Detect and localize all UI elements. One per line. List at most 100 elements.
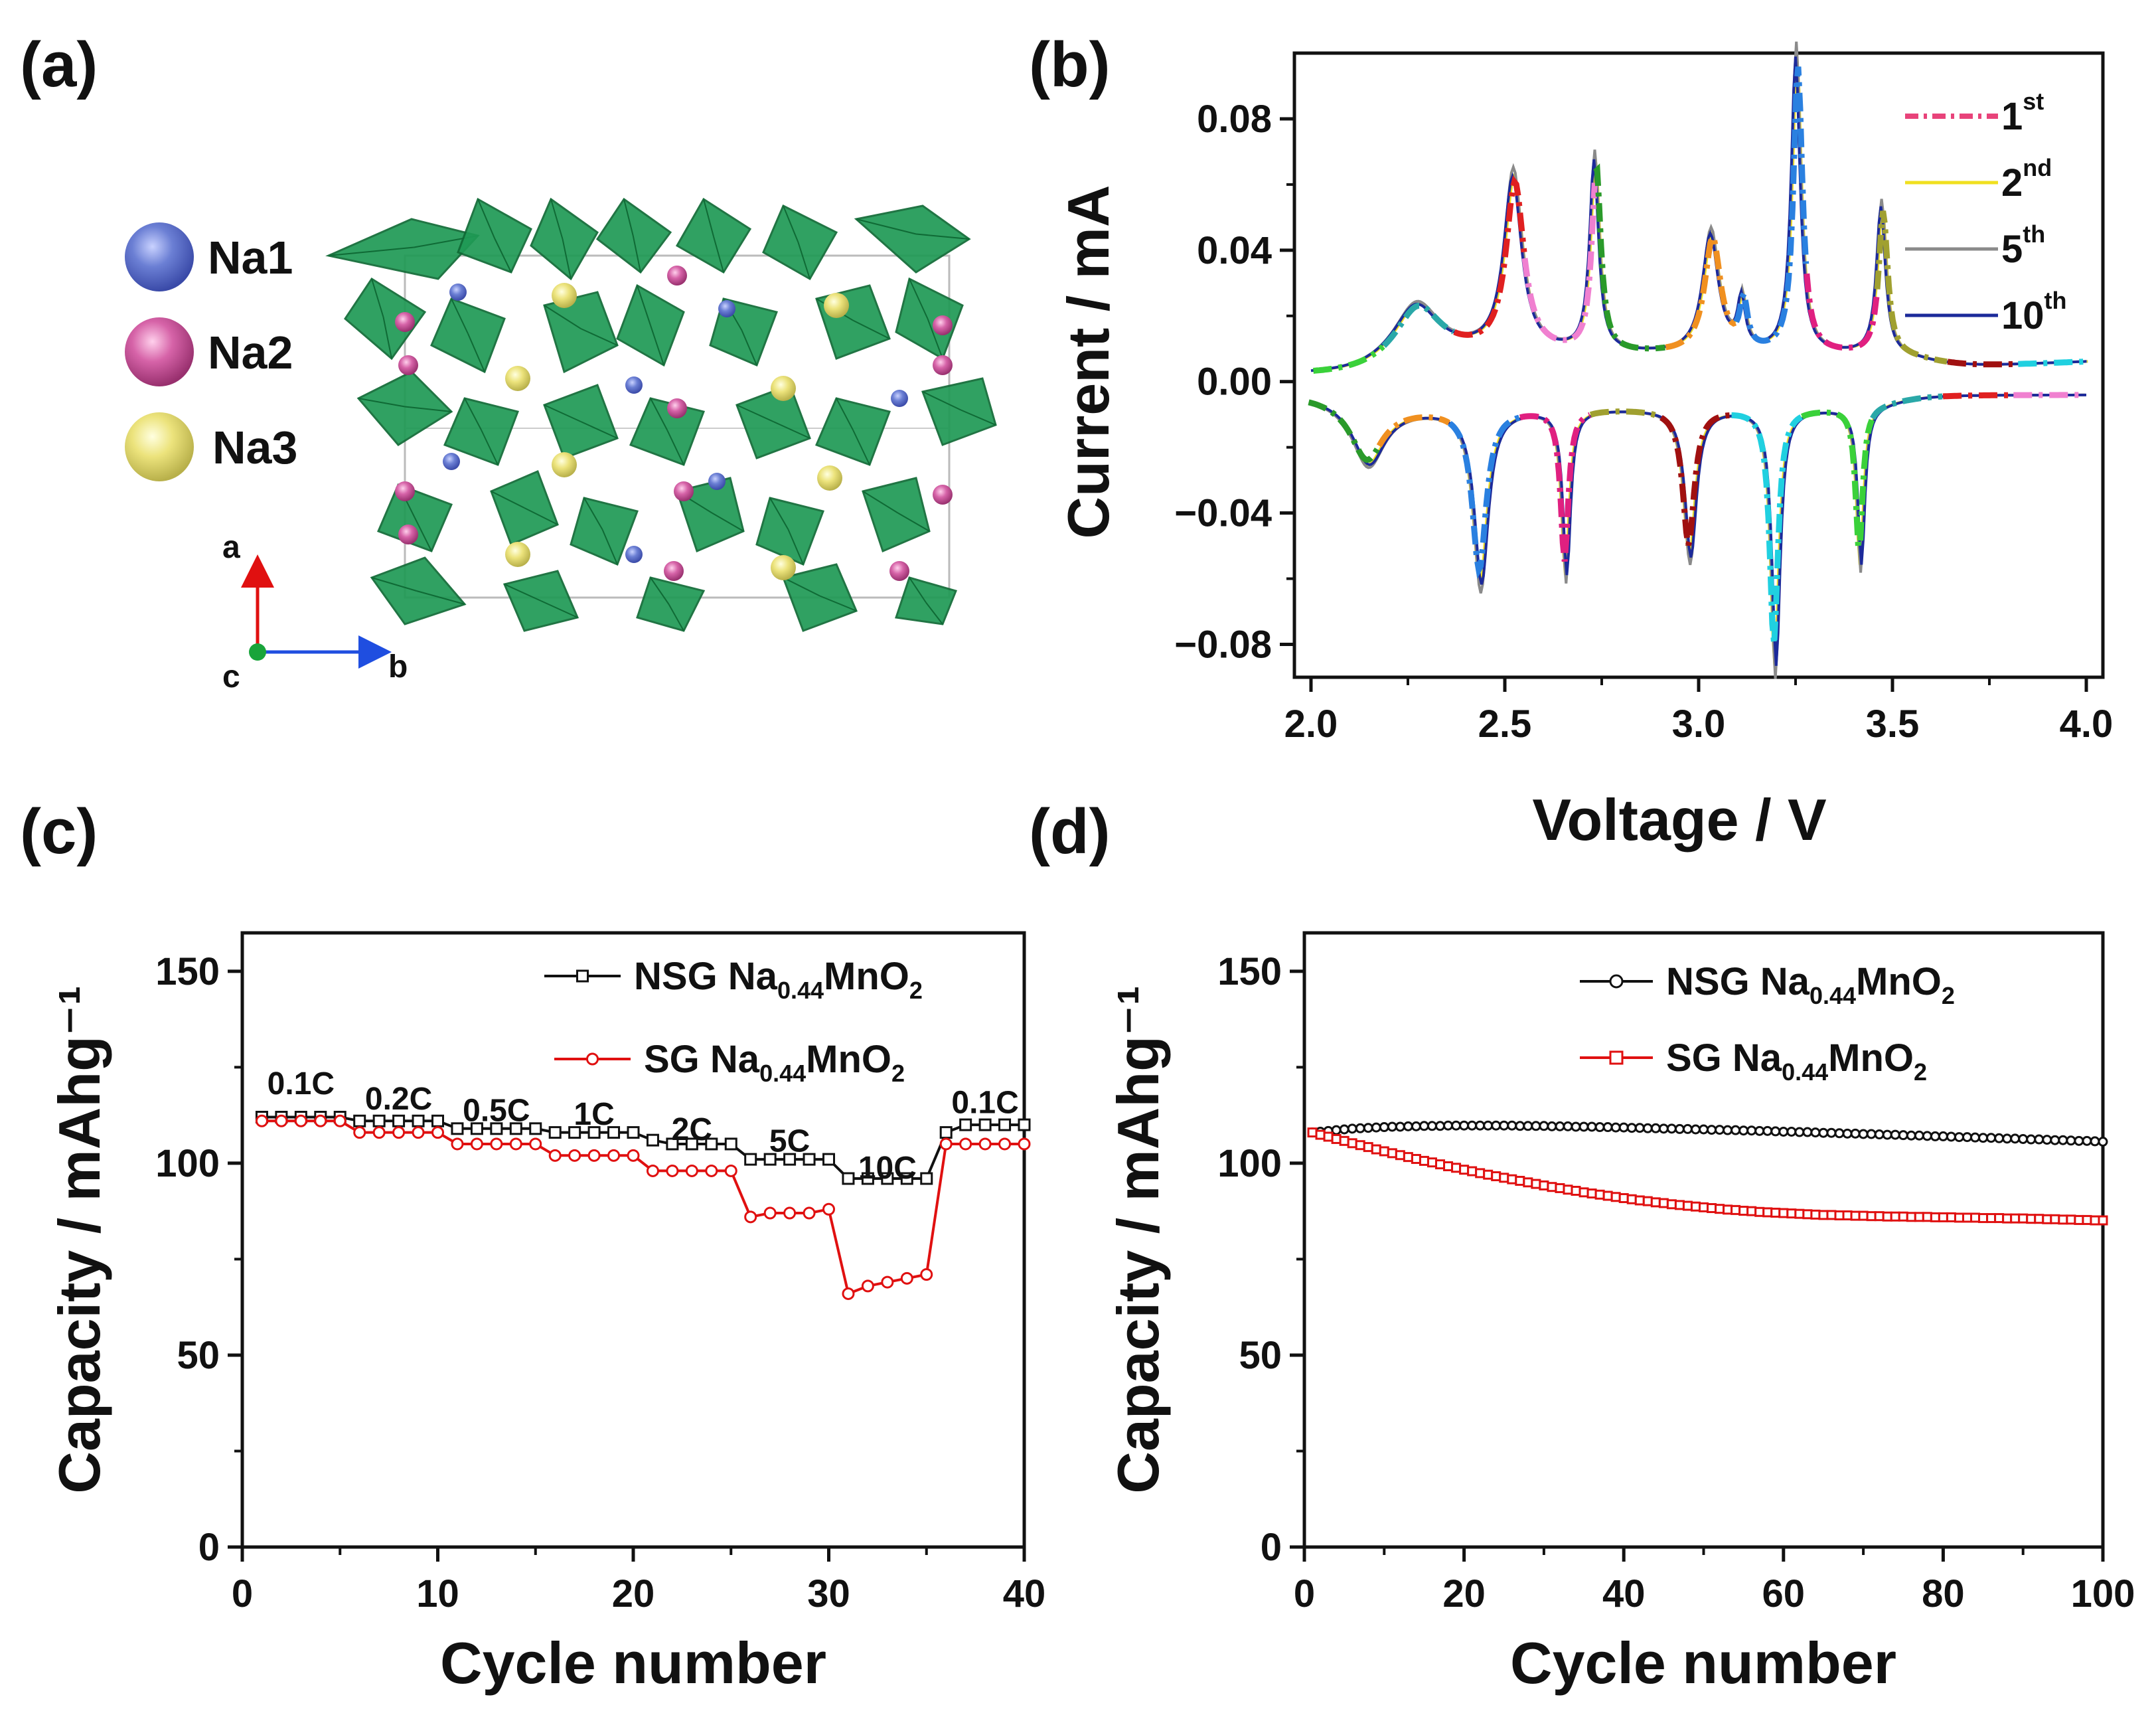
c-data-point [294,1114,307,1127]
d-data-point [1331,1125,1342,1135]
c-axis-ticks: 0 50 100 150 0 10 20 30 40 [155,950,1045,1615]
na3-atom [552,283,577,308]
c-data-point [587,1149,601,1162]
octahedron-edge [481,430,499,465]
mno6-octahedron [595,197,672,274]
c-data-point [392,1114,406,1127]
octahedron-edge [451,298,469,334]
d-data-point [1459,1120,1470,1131]
d-data-point [1699,1202,1709,1212]
b-first-cycle-cathodic [1448,414,1521,579]
octahedron-edge [703,199,714,237]
panel-a-label: (a) [20,29,98,100]
octahedron-edge [852,430,870,465]
d-data-point [2066,1135,2076,1146]
c-data-point [529,1137,542,1151]
d-data-point [2002,1133,2013,1144]
c-data-point [431,1114,444,1127]
d-data-point [1978,1133,1989,1143]
d-x-axis-title: Cycle number [1510,1630,1896,1696]
octahedron-edge [544,404,581,422]
b-x-tick-label: 3.5 [1866,702,1920,746]
b-legend-number: 10 [2001,294,2044,337]
octahedron-edge [583,497,603,531]
na2-label: Na2 [208,327,293,378]
d-data-point [1826,1127,1837,1138]
panel-a-crystal-structure: Na1 Na2 Na3 a b c [125,197,997,695]
c-data-point [451,1122,464,1135]
d-data-point [1523,1177,1533,1188]
octahedron-edge [909,278,929,319]
mno6-octahedron [815,397,891,466]
d-data-point [1563,1121,1573,1131]
b-y-tick-label: 0.04 [1197,229,1272,272]
c-series-line [262,1115,1024,1180]
c-rate-label: 10C [858,1151,917,1186]
na2-atom [933,315,953,335]
c-rate-label: 1C [574,1097,614,1132]
d-data-point [1930,1131,1940,1141]
d-data-point [1834,1128,1845,1139]
d-data-point [1770,1207,1781,1218]
d-data-point [1922,1131,1932,1141]
d-data-point [2034,1214,2044,1224]
d-data-point [1794,1208,1805,1219]
d-data-point [1715,1204,1725,1214]
octahedron-edge [540,600,578,618]
na2-atom [889,561,909,581]
d-data-point [1571,1186,1581,1196]
d-data-point [1858,1210,1869,1221]
c-plot-frame [240,931,1026,1549]
c-x-tick-label: 30 [807,1572,850,1615]
d-data-point [1315,1129,1326,1140]
d-data-point [1938,1131,1948,1141]
c-data-point [666,1137,679,1151]
d-data-point [2058,1214,2068,1225]
c-data-point [627,1149,640,1162]
d-data-point [2058,1135,2068,1145]
octahedron-edge [371,577,417,592]
c-data-point [705,1164,718,1177]
na3-atom [771,555,796,580]
c-axis-label: c [222,659,240,695]
c-data-point [353,1126,366,1139]
c-data-point [842,1172,855,1185]
b-legend-number: 5 [2001,228,2023,271]
c-data-point [568,1149,581,1162]
b-first-cycle-cathodic [1376,414,1451,448]
d-data-point [1491,1120,1502,1131]
d-y-tick-label: 50 [1239,1334,1282,1377]
b-first-cycle-anodic [1874,210,1948,365]
c-data-point [509,1122,522,1135]
d-data-point [2050,1135,2060,1145]
d-data-point [1762,1207,1773,1218]
d-data-point [1818,1127,1829,1138]
c-data-point [705,1137,718,1151]
d-data-point [1403,1152,1413,1163]
na1-atom [443,453,460,470]
b-first-cycle-anodic [1313,344,1385,374]
na2-atom [667,266,687,286]
d-data-point [2042,1135,2052,1145]
d-data-point [1882,1211,1892,1222]
octahedron-edge [550,199,564,240]
na2-atom [398,525,418,544]
octahedron-edge [544,305,581,329]
na3-label: Na3 [212,422,297,473]
d-data-point [1499,1173,1509,1183]
d-data-point [1715,1125,1725,1135]
mno6-octahedron [895,277,964,361]
b-x-tick-label: 3.0 [1672,702,1726,746]
c-data-point [998,1137,1012,1151]
octahedron-edge [562,238,572,280]
d-data-point [1666,1199,1677,1210]
b-first-cycle-cathodic [1800,409,1875,555]
d-data-point [1491,1171,1502,1182]
d-legend-part: MnO [1828,1036,1914,1080]
d-data-point [1594,1189,1605,1200]
d-y-tick-label: 150 [1217,950,1282,993]
octahedron-edge [783,205,799,243]
na2-atom [395,312,415,332]
c-x-tick-label: 0 [232,1572,253,1615]
c-data-point [470,1137,483,1151]
